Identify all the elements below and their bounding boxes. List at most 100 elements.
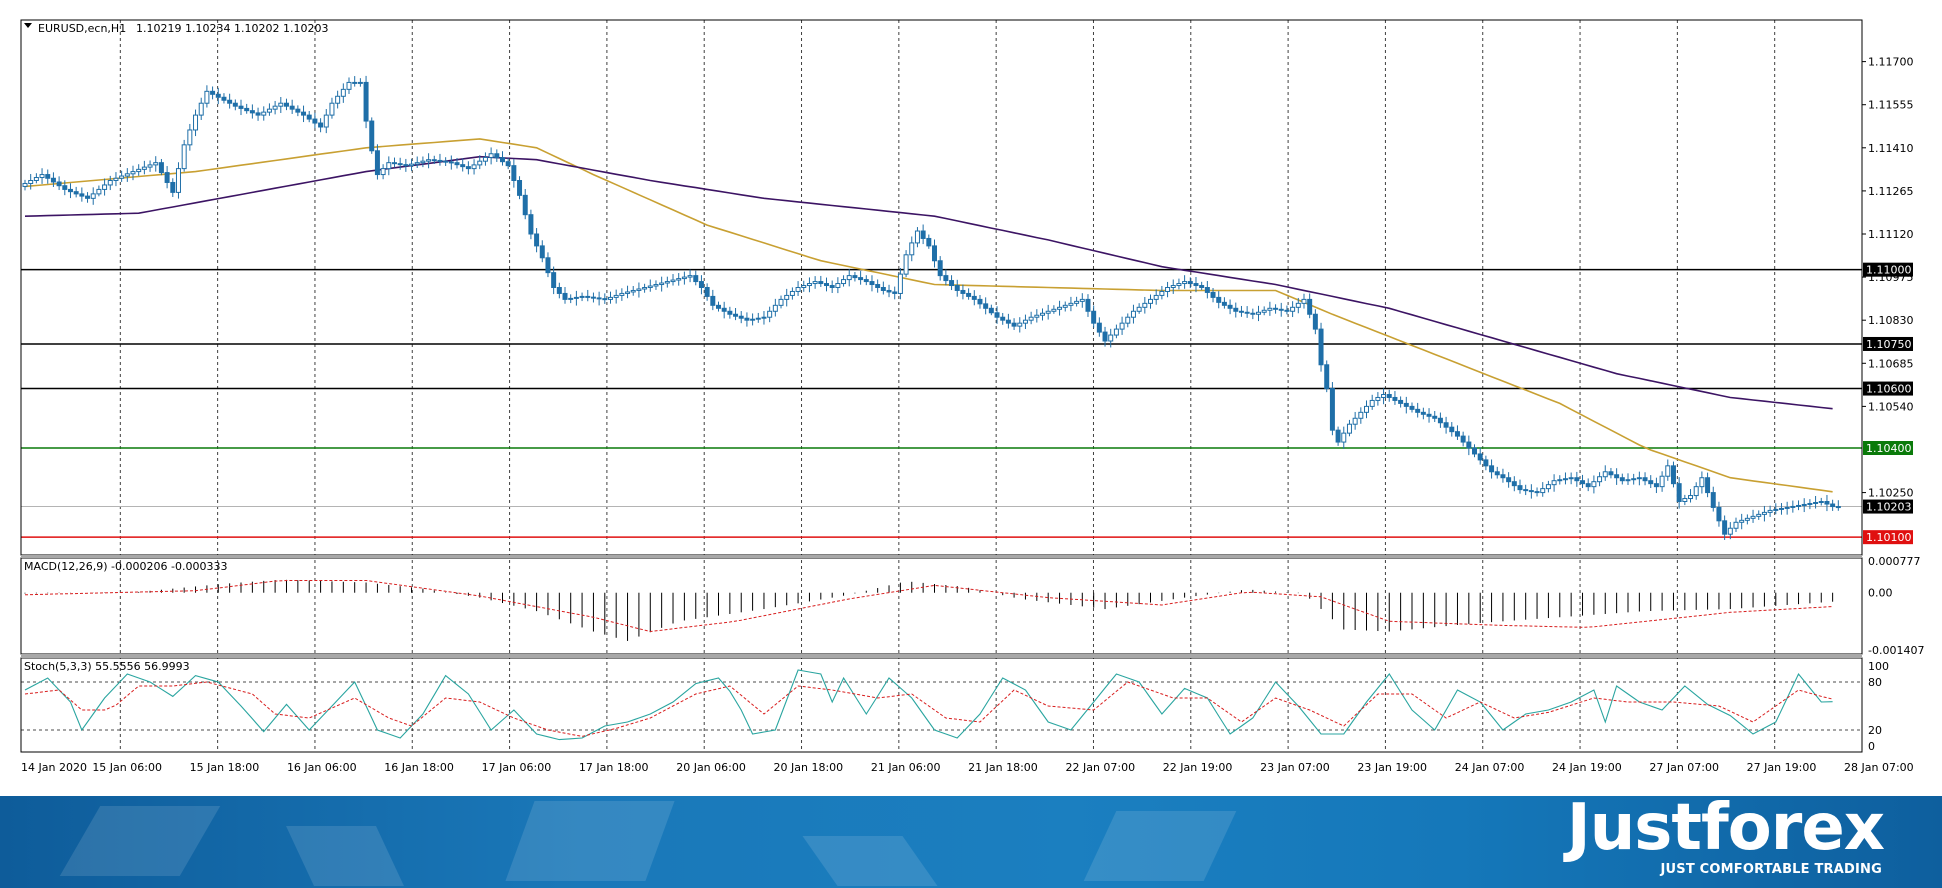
macd-tick-label: 0.000777 [1868, 555, 1921, 568]
candle-body [1426, 413, 1432, 417]
candle-body [1727, 527, 1733, 535]
candle-body [1381, 394, 1387, 398]
candle-body [1312, 313, 1318, 330]
candle-body [1574, 477, 1580, 482]
candle-body [499, 157, 505, 163]
candle-body [1670, 465, 1676, 485]
time-tick-label: 27 Jan 07:00 [1649, 761, 1719, 774]
level-price-tag-label: 1.10100 [1866, 531, 1912, 544]
justforex-logo: Justforex [1566, 796, 1885, 865]
candle-body [1074, 300, 1080, 304]
candle-body [266, 108, 272, 113]
candle-body [858, 277, 864, 281]
macd-pane [24, 579, 1834, 641]
candle-body [1631, 478, 1637, 481]
pane-headers: EURUSD,ecn,H1 1.10219 1.10234 1.10202 1.… [24, 22, 328, 673]
candle-body [215, 93, 221, 98]
candle-body [539, 245, 545, 259]
candle-body [733, 313, 739, 317]
candle-body [1369, 399, 1375, 407]
candle-body [681, 276, 687, 280]
candle-body [812, 281, 818, 285]
time-tick-label: 15 Jan 18:00 [190, 761, 260, 774]
banner-decoration [1083, 811, 1237, 881]
candle-body [1079, 298, 1085, 302]
banner-decoration [59, 806, 221, 876]
candle-body [1130, 310, 1136, 318]
candle-body [1267, 307, 1273, 311]
candle-body [1307, 298, 1313, 315]
candle-body [1256, 311, 1262, 315]
candle-body [1125, 316, 1131, 324]
candle-body [193, 114, 199, 131]
time-tick-label: 21 Jan 18:00 [968, 761, 1038, 774]
candle-body [1364, 405, 1370, 413]
candle-body [869, 281, 875, 286]
candle-body [164, 172, 170, 183]
candle-body [33, 177, 39, 181]
pane-separator [21, 555, 1862, 558]
candle-body [1165, 287, 1171, 292]
candle-body [28, 180, 34, 184]
candle-body [784, 294, 790, 300]
candle-body [1176, 283, 1182, 287]
candle-body [1688, 495, 1694, 500]
candle-body [1716, 506, 1722, 522]
candle-body [50, 177, 56, 183]
candle-body [585, 295, 591, 298]
candlesticks [22, 75, 1841, 540]
candle-body [113, 177, 119, 181]
candle-body [158, 162, 164, 174]
candle-body [949, 280, 955, 287]
candle-body [1432, 415, 1438, 419]
candle-body [1102, 331, 1108, 342]
candle-body [443, 160, 449, 163]
level-price-tag-label: 1.10400 [1866, 442, 1912, 455]
candle-body [96, 188, 102, 195]
candle-body [1113, 328, 1119, 336]
candle-body [204, 90, 210, 104]
banner-decoration [286, 826, 404, 886]
candle-body [346, 81, 352, 90]
candle-body [1108, 334, 1114, 342]
dropdown-triangle-icon[interactable] [24, 23, 32, 28]
level-price-tag-label: 1.11000 [1866, 264, 1912, 277]
level-price-tag [1863, 381, 1913, 396]
candle-body [1739, 519, 1745, 523]
candle-body [1216, 296, 1222, 303]
candle-body [596, 297, 602, 300]
time-tick-label: 15 Jan 06:00 [92, 761, 162, 774]
candle-body [79, 193, 85, 197]
candle-body [613, 294, 619, 298]
level-price-tag [1863, 499, 1913, 514]
candle-body [22, 182, 28, 187]
candle-body [1580, 480, 1586, 485]
stochastic-pane [21, 669, 1860, 741]
price-tick-label: 1.10685 [1868, 357, 1914, 370]
candle-body [1767, 509, 1773, 513]
candle-body [892, 291, 898, 294]
time-tick-label: 22 Jan 19:00 [1163, 761, 1233, 774]
candle-body [1022, 319, 1028, 324]
moving-averages [24, 138, 1833, 493]
candle-body [659, 282, 665, 286]
candle-body [1034, 314, 1040, 318]
candle-body [1011, 322, 1017, 327]
candle-body [977, 298, 983, 305]
candle-body [1773, 508, 1779, 511]
candle-body [1511, 481, 1517, 487]
macd-tick-label: 0.00 [1868, 587, 1893, 600]
candle-body [1005, 319, 1011, 324]
candle-body [903, 254, 909, 275]
candle-body [1386, 394, 1392, 398]
candle-body [1477, 453, 1483, 461]
candle-body [1301, 298, 1307, 304]
candle-body [1233, 307, 1239, 312]
candle-body [1528, 490, 1534, 493]
candle-body [1352, 417, 1358, 425]
candle-body [761, 316, 767, 319]
candle-body [1500, 474, 1506, 479]
candle-body [630, 289, 636, 293]
candle-body [431, 159, 437, 162]
candle-body [90, 193, 96, 199]
